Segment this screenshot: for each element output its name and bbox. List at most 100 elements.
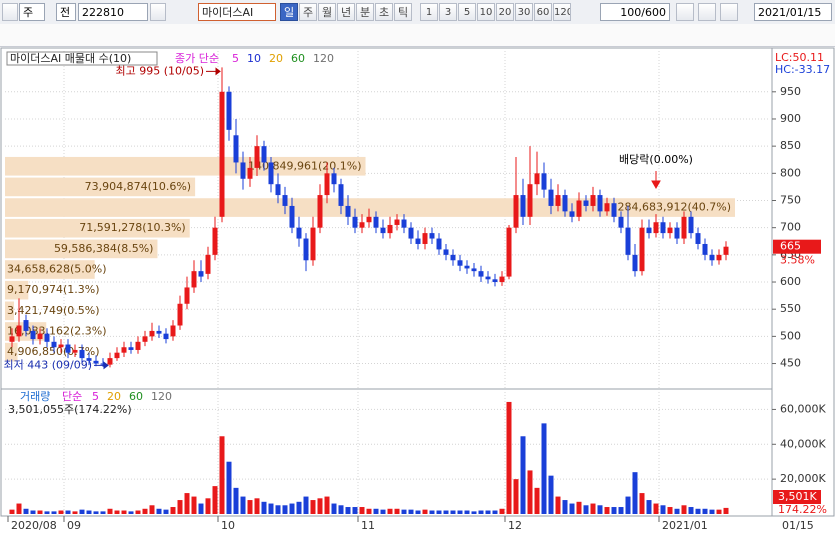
price-tag-label: 665	[780, 240, 801, 253]
period-button[interactable]: 주	[299, 3, 317, 21]
volume-bar	[632, 472, 638, 514]
volume-profile-label: 34,658,628(5.0%)	[7, 263, 107, 276]
volume-profile-bar	[5, 218, 190, 238]
legend-title: 종가 단순	[175, 52, 219, 65]
candle-body	[639, 227, 645, 272]
volume-bar	[597, 505, 603, 514]
candle-body	[702, 243, 708, 255]
change-tag-label: 3.58%	[780, 254, 815, 267]
volume-bar	[646, 500, 652, 514]
volume-bar	[443, 510, 449, 514]
candle-body	[282, 195, 288, 206]
period-button[interactable]: 일	[280, 3, 298, 21]
toolbar: 주전222810마이더스AI일주월년분초틱13510203060120100/6…	[0, 0, 835, 25]
tool-button[interactable]	[698, 3, 716, 21]
volume-bar	[310, 500, 316, 514]
y-tick-label: 800	[780, 166, 801, 179]
candle-body	[534, 173, 540, 185]
candle-body	[331, 173, 337, 185]
tool-button[interactable]	[676, 3, 694, 21]
candle-body	[457, 260, 463, 266]
candle-body	[51, 341, 57, 348]
candle-body	[709, 254, 715, 261]
mode-select[interactable]: 전	[56, 3, 76, 21]
candle-body	[541, 173, 547, 190]
volume-bar	[72, 511, 78, 514]
interval-button[interactable]: 1	[420, 3, 438, 21]
candle-body	[499, 276, 505, 283]
volume-bar	[317, 498, 323, 514]
volume-bar	[100, 511, 106, 514]
volume-bar	[436, 510, 442, 514]
volume-profile-label: 59,586,384(8.5%)	[54, 242, 154, 255]
period-button[interactable]: 분	[356, 3, 374, 21]
legend-entry: 120	[313, 52, 334, 65]
candle-body	[611, 203, 617, 217]
period-button[interactable]: 월	[318, 3, 336, 21]
volume-bar	[359, 507, 365, 514]
candle-body	[429, 233, 435, 239]
interval-button[interactable]: 30	[515, 3, 533, 21]
volume-bar	[177, 500, 183, 514]
volume-bar	[485, 510, 491, 514]
date-input[interactable]: 2021/01/15	[754, 3, 832, 21]
interval-button[interactable]: 20	[496, 3, 514, 21]
volume-title: 거래량	[20, 390, 50, 403]
volume-bar	[121, 510, 127, 514]
volume-profile-bar	[5, 239, 158, 259]
candle-body	[163, 333, 169, 340]
code-input[interactable]: 222810	[78, 3, 148, 21]
candle-body	[128, 347, 134, 350]
y-tick-label: 60,000K	[780, 402, 826, 415]
x-end-label: 01/15	[782, 519, 814, 532]
volume-bar	[93, 511, 99, 514]
candle-body	[408, 227, 414, 239]
volume-bar	[191, 496, 197, 514]
volume-bar	[716, 509, 722, 514]
volume-bar	[79, 509, 85, 514]
volume-bar	[492, 510, 498, 514]
count-input[interactable]: 100/600	[600, 3, 670, 21]
candle-body	[37, 333, 43, 340]
x-tick-label: 2021/01	[662, 519, 708, 532]
volume-profile-bar	[5, 301, 14, 321]
volume-profile-label: 73,904,874(10.6%)	[85, 180, 192, 193]
volume-bar	[261, 501, 267, 514]
candle-body	[415, 238, 421, 244]
search-button[interactable]	[150, 3, 166, 21]
volume-profile-label: 71,591,278(10.3%)	[79, 221, 186, 234]
volume-profile-bar	[5, 260, 95, 279]
candle-body	[625, 227, 631, 255]
y-tick-label: 20,000K	[780, 472, 826, 485]
interval-button[interactable]: 10	[477, 3, 495, 21]
volume-bar	[303, 496, 309, 514]
interval-button[interactable]: 120	[553, 3, 571, 21]
icon-button[interactable]	[2, 3, 18, 21]
legend-entry: 5	[232, 52, 239, 65]
volume-bar	[212, 486, 218, 514]
y-tick-label: 750	[780, 194, 801, 207]
volume-bar	[282, 505, 288, 514]
period-button[interactable]: 틱	[394, 3, 412, 21]
period-button[interactable]: 년	[337, 3, 355, 21]
interval-button[interactable]: 3	[439, 3, 457, 21]
legend-entry: 60	[129, 390, 143, 403]
y-tick-label: 600	[780, 275, 801, 288]
price-tag	[773, 239, 821, 254]
volume-bar	[401, 509, 407, 514]
market-select[interactable]: 주	[19, 3, 45, 21]
candle-body	[86, 358, 92, 361]
tool-button[interactable]	[720, 3, 738, 21]
volume-bar	[464, 510, 470, 514]
candle-body	[352, 216, 358, 228]
volume-bar	[408, 509, 414, 514]
interval-button[interactable]: 5	[458, 3, 476, 21]
volume-bar	[499, 508, 505, 514]
candle-body	[9, 336, 15, 342]
candle-body	[660, 222, 666, 234]
volume-bar	[562, 500, 568, 514]
interval-button[interactable]: 60	[534, 3, 552, 21]
volume-bar	[527, 470, 533, 514]
period-button[interactable]: 초	[375, 3, 393, 21]
